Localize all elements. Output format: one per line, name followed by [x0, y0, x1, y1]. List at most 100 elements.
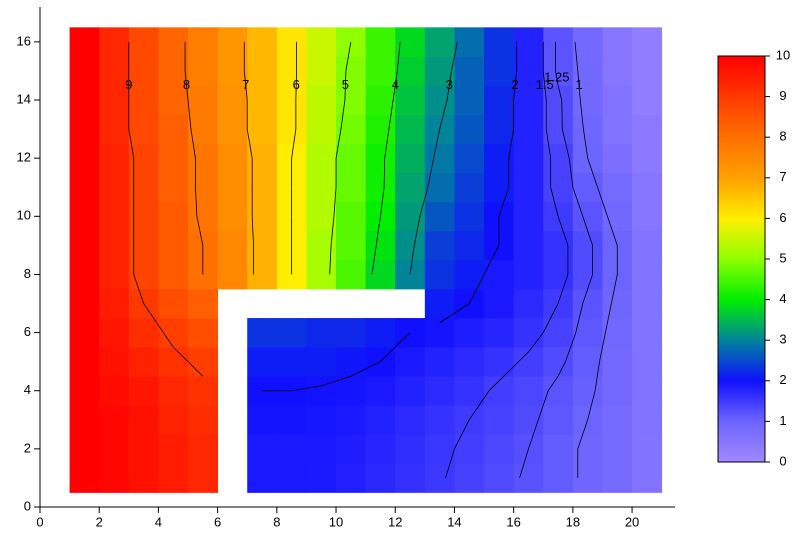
- x-tick-label: 18: [566, 514, 580, 529]
- x-tick-label: 2: [96, 514, 103, 529]
- cell: [632, 114, 663, 145]
- contour-line: [454, 419, 470, 450]
- cell: [543, 85, 574, 115]
- cell: [484, 85, 515, 115]
- cell: [69, 172, 100, 203]
- cell: [188, 85, 219, 115]
- cell: [99, 347, 130, 377]
- contour-line: [561, 129, 570, 159]
- cell: [395, 405, 426, 435]
- cell: [602, 27, 633, 57]
- cell: [395, 143, 426, 174]
- y-tick-label: 2: [24, 440, 31, 455]
- cell: [69, 143, 100, 174]
- contour-line: [329, 245, 332, 275]
- contour-label: 5: [342, 77, 349, 92]
- cell: [99, 201, 130, 232]
- x-tick-label: 8: [273, 514, 280, 529]
- cell: [158, 347, 189, 377]
- contour-line: [439, 303, 470, 324]
- cell: [188, 434, 219, 464]
- cell: [395, 259, 426, 290]
- cell: [158, 201, 189, 232]
- cell: [336, 434, 367, 464]
- cell: [69, 230, 100, 261]
- contour-line: [375, 216, 381, 246]
- contour-line: [572, 187, 584, 217]
- cell: [484, 405, 515, 435]
- cell: [365, 376, 396, 406]
- contour-line: [508, 129, 515, 159]
- contour-line: [582, 288, 589, 304]
- contour-label: 6: [293, 77, 300, 92]
- contour-line: [607, 216, 618, 246]
- contour-line: [599, 332, 606, 362]
- cell: [336, 318, 367, 348]
- cell: [454, 318, 485, 348]
- contour-line: [128, 129, 135, 159]
- cell: [306, 347, 337, 377]
- cell: [513, 56, 544, 86]
- cell: [69, 434, 100, 464]
- cell: [543, 56, 574, 86]
- contour-line: [561, 100, 563, 130]
- contour-line: [196, 216, 204, 246]
- x-tick-label: 0: [36, 514, 43, 529]
- contour-line: [565, 332, 577, 362]
- cell: [395, 463, 426, 493]
- cell: [365, 56, 396, 86]
- axes: 0 2 4 6 8 10 12 14 16 18 2002468101214160123456789…: [17, 7, 790, 529]
- cell: [188, 56, 219, 86]
- cell: [158, 85, 189, 115]
- contour-line: [388, 99, 394, 130]
- cell: [572, 259, 603, 290]
- cell: [454, 143, 485, 174]
- cell: [99, 172, 130, 203]
- contour-line: [547, 375, 559, 391]
- cell: [513, 85, 544, 115]
- contour-line: [380, 332, 411, 362]
- cell: [572, 463, 603, 493]
- cell: [484, 143, 515, 174]
- cell: [128, 114, 159, 145]
- cell: [572, 288, 603, 319]
- contour-line: [384, 129, 390, 159]
- cell: [128, 230, 159, 261]
- cell: [632, 172, 663, 203]
- cell: [306, 201, 337, 232]
- cell: [602, 56, 633, 86]
- cell: [365, 463, 396, 493]
- contour-label: 1.5: [536, 77, 554, 92]
- cell: [69, 405, 100, 435]
- contour-label: 2: [512, 77, 519, 92]
- contour-line: [537, 390, 549, 420]
- cell: [572, 318, 603, 348]
- contour-line: [557, 216, 569, 246]
- cell: [99, 143, 130, 174]
- contour-line: [574, 41, 579, 71]
- cell: [99, 318, 130, 348]
- contour-label: 8: [183, 77, 190, 92]
- cell: [158, 434, 189, 464]
- contour-line: [542, 303, 559, 333]
- x-tick-label: 14: [447, 514, 461, 529]
- cell: [247, 318, 278, 348]
- cell: [602, 405, 633, 435]
- cell: [99, 463, 130, 493]
- contour-line: [519, 448, 529, 479]
- cell: [632, 405, 663, 435]
- cell: [306, 56, 337, 86]
- colorbar: [717, 55, 766, 463]
- contour-line: [587, 230, 593, 246]
- cell: [513, 114, 544, 145]
- contour-line: [582, 216, 589, 231]
- cell: [99, 434, 130, 464]
- cell: [543, 27, 574, 57]
- cell: [602, 288, 633, 319]
- y-tick-label: 12: [17, 150, 31, 165]
- cell: [395, 376, 426, 406]
- contour-line: [498, 187, 510, 217]
- cell: [158, 259, 189, 290]
- contour-line: [344, 70, 347, 101]
- cell: [306, 85, 337, 115]
